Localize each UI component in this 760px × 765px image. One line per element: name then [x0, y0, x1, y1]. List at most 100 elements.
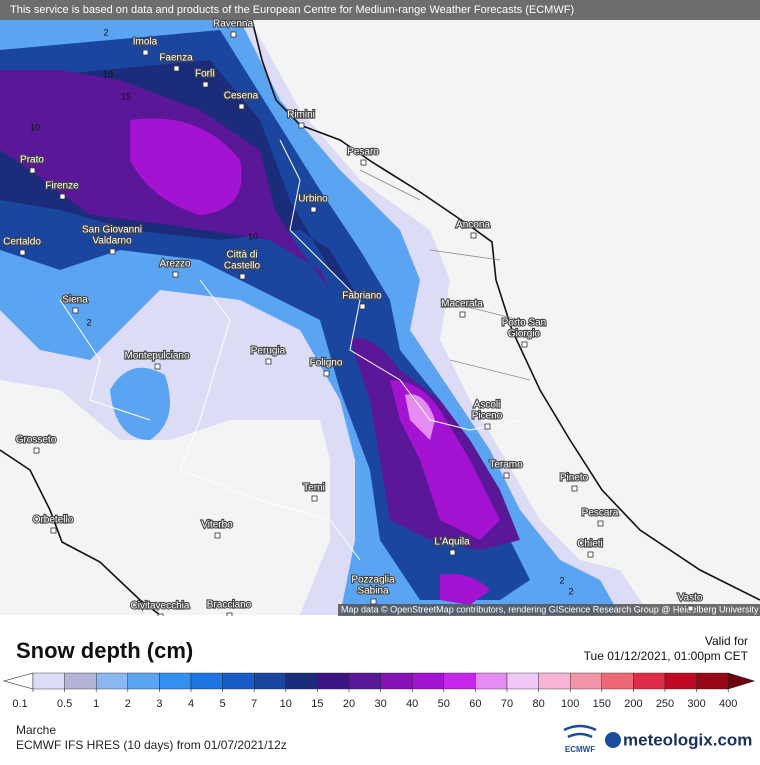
city-label: Firenze	[45, 181, 79, 192]
city-label: Fabriano	[342, 291, 382, 302]
colorbar-tick-label: 7	[251, 698, 257, 710]
city-label: Città di	[226, 250, 257, 261]
city-marker	[459, 311, 466, 318]
colorbar-tick-label: 10	[280, 698, 292, 710]
colorbar-box	[664, 672, 697, 690]
city-label: Ascoli	[474, 400, 501, 411]
city-marker	[19, 249, 26, 256]
city-marker	[311, 495, 318, 502]
colorbar-box	[696, 672, 729, 690]
city-label: Chieti	[577, 539, 603, 550]
city-label: Ravenna	[213, 19, 253, 30]
brand-logo	[605, 732, 621, 748]
city-label: Prato	[20, 155, 44, 166]
city-label: Perugia	[251, 346, 286, 357]
colorbar-box	[190, 672, 223, 690]
colorbar-tick-label: 150	[593, 698, 611, 710]
colorbar-box	[443, 672, 476, 690]
colorbar-tick-label: 250	[656, 698, 674, 710]
colorbar-tick-label: 30	[374, 698, 386, 710]
colorbar-tick-label: 400	[719, 698, 737, 710]
city-label: Siena	[62, 295, 88, 306]
colorbar-tick-label: 4	[188, 698, 194, 710]
city-label: Foligno	[310, 358, 343, 369]
colorbar-tick-label: 0.5	[57, 698, 72, 710]
attribution: Map data © OpenStreetMap contributors, r…	[341, 604, 759, 614]
colorbar-box	[32, 672, 65, 690]
city-label: Ancona	[456, 220, 490, 231]
city-marker	[484, 423, 491, 430]
city-marker	[238, 103, 245, 110]
colorbar-tick-label: 60	[469, 698, 481, 710]
city-label: L'Aquila	[434, 537, 470, 548]
city-label: Vasto	[678, 593, 703, 604]
colorbar-box	[95, 672, 128, 690]
contour-label: 15	[121, 91, 131, 101]
colorbar-box	[253, 672, 286, 690]
colorbar-box	[127, 672, 160, 690]
city-marker	[59, 193, 66, 200]
city-label: Arezzo	[159, 259, 191, 270]
notice: This service is based on data and produc…	[10, 4, 574, 16]
legend-title: Snow depth (cm)	[16, 638, 193, 663]
region-border	[59, 139, 521, 561]
city-marker	[173, 65, 180, 72]
city-label: Forlì	[195, 69, 215, 80]
colorbar-tick-label: 2	[125, 698, 131, 710]
city-label: Sabina	[357, 586, 389, 597]
colorbar-over	[727, 672, 756, 690]
city-marker	[360, 159, 367, 166]
colorbar-tick-label: 3	[156, 698, 162, 710]
region: Marche	[16, 723, 56, 737]
colorbar-box	[538, 672, 571, 690]
colorbar-tick-label: 0.1	[12, 698, 27, 710]
colorbar-tick-label: 50	[438, 698, 450, 710]
brand: meteologix.com	[623, 730, 752, 749]
contour-label: 2	[559, 575, 564, 585]
city-marker	[230, 31, 237, 38]
snow-blue-patch	[110, 367, 170, 440]
coastline-west	[0, 449, 161, 616]
colorbar-box	[601, 672, 634, 690]
city-marker	[587, 551, 594, 558]
attribution-bar	[338, 604, 760, 616]
colorbar-box	[633, 672, 666, 690]
colorbar-box	[475, 672, 508, 690]
city-marker	[29, 167, 36, 174]
colorbar-tick-label: 40	[406, 698, 418, 710]
city-label: Imola	[133, 37, 158, 48]
city-marker	[202, 81, 209, 88]
city-marker	[172, 271, 179, 278]
snow-magenta	[130, 118, 500, 605]
city-label: Civitavecchia	[131, 601, 190, 612]
contour-label: 2	[568, 586, 573, 596]
colorbar-tick-label: 1	[93, 698, 99, 710]
city-marker	[298, 122, 305, 129]
city-marker	[687, 605, 694, 612]
city-label: Viterbo	[201, 520, 233, 531]
city-marker	[154, 363, 161, 370]
snow-pink	[405, 394, 435, 440]
city-marker	[449, 549, 456, 556]
city-marker	[323, 370, 330, 377]
city-marker	[214, 532, 221, 539]
ecmwf-logo	[563, 724, 597, 739]
contour-label: 2	[86, 317, 91, 327]
colorbar-box	[64, 672, 97, 690]
city-marker	[109, 248, 116, 255]
city-marker	[470, 232, 477, 239]
city-marker	[370, 598, 377, 605]
city-marker	[503, 472, 510, 479]
contour-label: 10	[103, 69, 113, 79]
city-label: Castello	[224, 261, 261, 272]
city-label: Valdarno	[92, 236, 132, 247]
city-label: Rimini	[287, 110, 315, 121]
city-label: Giorgio	[508, 329, 541, 340]
colorbar-box	[159, 672, 192, 690]
contour-label: 2	[103, 27, 108, 37]
city-marker	[72, 307, 79, 314]
city-marker	[239, 273, 246, 280]
city-marker	[597, 520, 604, 527]
